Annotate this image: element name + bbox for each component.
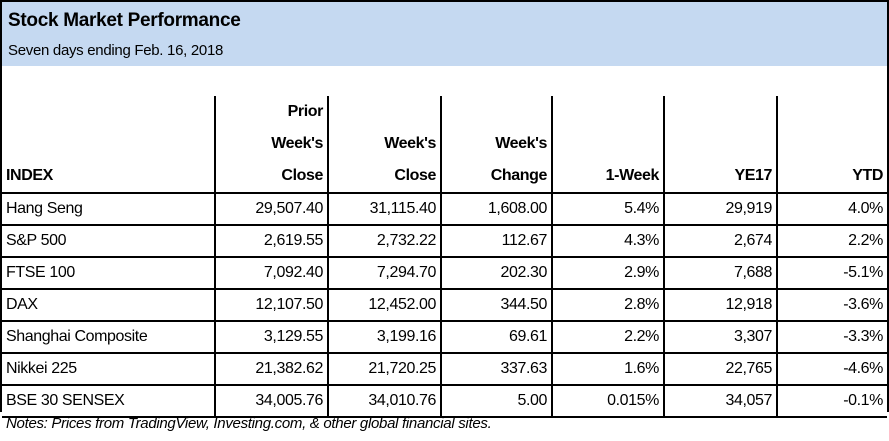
value-cell: 34,010.76: [327, 385, 441, 418]
index-name-cell: Nikkei 225: [2, 353, 215, 386]
value-cell: 1,608.00: [440, 193, 552, 226]
value-cell: 12,107.50: [214, 289, 328, 322]
value-cell: 34,005.76: [214, 385, 328, 418]
value-cell: 12,452.00: [327, 289, 441, 322]
value-cell: 7,092.40: [214, 257, 328, 290]
value-cell: 0.015%: [551, 385, 664, 418]
column-header-line: 1-Week: [605, 167, 660, 184]
value-cell: 3,307: [663, 321, 777, 354]
value-cell: 1.6%: [551, 353, 664, 386]
value-cell: 2,732.22: [327, 225, 441, 258]
page-subtitle: Seven days ending Feb. 16, 2018: [8, 42, 224, 59]
value-cell: -3.6%: [776, 289, 887, 322]
value-cell: -3.3%: [776, 321, 887, 354]
table-row: DAX 12,107.50 12,452.00 344.50 2.8% 12,918 -3.…: [2, 289, 887, 322]
value-cell: 7,688: [663, 257, 777, 290]
table-body: Hang Seng 29,507.40 31,115.40 1,608.00 5.4% 2…: [2, 193, 887, 418]
value-cell: 2,674: [663, 225, 777, 258]
column-header-line: YTD: [852, 167, 883, 184]
index-name-cell: Hang Seng: [2, 193, 215, 226]
value-cell: 29,919: [663, 193, 777, 226]
column-header-line: INDEX: [6, 167, 53, 184]
table-row: Hang Seng 29,507.40 31,115.40 1,608.00 5.4% 2…: [2, 193, 887, 226]
value-cell: 2.2%: [551, 321, 664, 354]
value-cell: 21,382.62: [214, 353, 328, 386]
column-header-line: Week's: [384, 135, 436, 152]
index-name-cell: FTSE 100: [2, 257, 215, 290]
column-header-line: Close: [281, 167, 323, 184]
index-name-cell: Shanghai Composite: [2, 321, 215, 354]
column-header: INDEX: [2, 96, 215, 194]
value-cell: 31,115.40: [327, 193, 441, 226]
value-cell: 4.3%: [551, 225, 664, 258]
value-cell: 7,294.70: [327, 257, 441, 290]
table-row: BSE 30 SENSEX 34,005.76 34,010.76 5.00 0.015…: [2, 385, 887, 418]
column-header-line: Week's: [271, 135, 323, 152]
table-frame: Stock Market Performance Seven days endi…: [0, 0, 889, 418]
value-cell: 34,057: [663, 385, 777, 418]
column-header: YE17: [663, 96, 777, 194]
title-band: Stock Market Performance Seven days endi…: [2, 2, 887, 66]
value-cell: 21,720.25: [327, 353, 441, 386]
index-name-cell: S&P 500: [2, 225, 215, 258]
table-row: S&P 500 2,619.55 2,732.22 112.67 4.3% 2,674 2.…: [2, 225, 887, 258]
value-cell: 344.50: [440, 289, 552, 322]
table-row: Nikkei 225 21,382.62 21,720.25 337.63 1.6% 22…: [2, 353, 887, 386]
value-cell: 5.00: [440, 385, 552, 418]
value-cell: 2.8%: [551, 289, 664, 322]
value-cell: -0.1%: [776, 385, 887, 418]
value-cell: 12,918: [663, 289, 777, 322]
value-cell: 112.67: [440, 225, 552, 258]
column-header-line: YE17: [734, 167, 772, 184]
table-row: Shanghai Composite 3,129.55 3,199.16 69.61 2…: [2, 321, 887, 354]
value-cell: -4.6%: [776, 353, 887, 386]
value-cell: 2.2%: [776, 225, 887, 258]
stock-table: INDEX Prior Week's Close Week's Close Week's Ch…: [2, 96, 887, 418]
column-header: Prior Week's Close: [214, 96, 328, 194]
column-header-line: Close: [394, 167, 436, 184]
notes: Notes: Prices from TradingView, Investin…: [6, 415, 492, 432]
value-cell: 69.61: [440, 321, 552, 354]
column-header-line: Week's: [495, 135, 547, 152]
column-header: 1-Week: [551, 96, 664, 194]
column-header: Week's Close: [327, 96, 441, 194]
value-cell: 337.63: [440, 353, 552, 386]
value-cell: 29,507.40: [214, 193, 328, 226]
value-cell: 2.9%: [551, 257, 664, 290]
value-cell: -5.1%: [776, 257, 887, 290]
column-header-line: Change: [490, 167, 548, 184]
value-cell: 22,765: [663, 353, 777, 386]
table-row: FTSE 100 7,092.40 7,294.70 202.30 2.9% 7,688-…: [2, 257, 887, 290]
index-name-cell: BSE 30 SENSEX: [2, 385, 215, 418]
value-cell: 5.4%: [551, 193, 664, 226]
column-header: Week's Change: [440, 96, 552, 194]
index-name-cell: DAX: [2, 289, 215, 322]
value-cell: 3,199.16: [327, 321, 441, 354]
value-cell: 202.30: [440, 257, 552, 290]
value-cell: 3,129.55: [214, 321, 328, 354]
column-header-line: Prior: [287, 103, 324, 120]
value-cell: 4.0%: [776, 193, 887, 226]
header-row: INDEX Prior Week's Close Week's Close Week's Ch…: [2, 96, 887, 194]
page-title: Stock Market Performance: [8, 10, 241, 31]
value-cell: 2,619.55: [214, 225, 328, 258]
column-header: YTD: [776, 96, 887, 194]
